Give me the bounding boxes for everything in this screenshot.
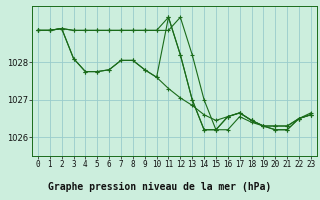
Text: Graphe pression niveau de la mer (hPa): Graphe pression niveau de la mer (hPa) [48, 182, 272, 192]
